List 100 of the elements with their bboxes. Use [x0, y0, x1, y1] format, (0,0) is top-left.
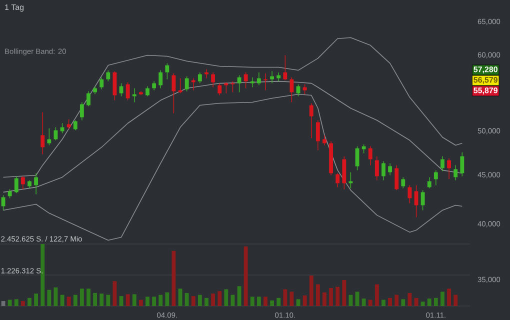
bar: [388, 298, 392, 306]
bar: [290, 292, 294, 306]
candlestick: [198, 72, 202, 84]
bar: [322, 292, 326, 306]
bar: [224, 289, 228, 306]
bar: [454, 294, 458, 306]
bar: [348, 294, 353, 306]
bar: [420, 302, 425, 306]
candlestick: [191, 78, 196, 91]
bar: [40, 244, 45, 306]
bar: [374, 284, 379, 306]
bar: [165, 292, 170, 306]
bar: [256, 296, 261, 306]
candlestick: [270, 70, 274, 84]
candlestick: [316, 120, 320, 151]
bar: [73, 294, 78, 306]
candlestick: [204, 68, 208, 79]
bar: [1, 301, 6, 306]
candlestick: [218, 82, 222, 96]
bar: [93, 292, 98, 306]
bar: [447, 288, 451, 306]
candlestick: [322, 134, 326, 146]
candlestick: [440, 156, 444, 172]
bar: [244, 246, 248, 306]
line-series: [2, 37, 463, 178]
bar: [382, 300, 386, 306]
bar: [28, 298, 32, 306]
candlestick: [454, 164, 458, 181]
bar: [362, 298, 366, 306]
bar: [198, 294, 202, 306]
bar: [138, 300, 143, 306]
candlestick: [427, 176, 432, 189]
bar: [172, 250, 176, 306]
candlestick: [374, 156, 379, 181]
candlestick: [86, 90, 90, 107]
bar: [237, 286, 242, 306]
candlestick: [80, 102, 84, 121]
candlestick: [73, 120, 78, 131]
candlestick: [184, 76, 189, 92]
bar: [302, 295, 307, 306]
candlestick: [394, 164, 399, 191]
bar: [191, 296, 196, 306]
candlestick: [309, 102, 314, 139]
bar: [132, 294, 136, 306]
candlestick: [401, 176, 406, 189]
candlestick: [20, 176, 25, 190]
bar: [152, 296, 156, 306]
candlestick: [34, 172, 38, 195]
candlestick: [336, 172, 340, 188]
bar: [264, 296, 268, 306]
bar: [309, 276, 314, 306]
bar: [434, 298, 438, 306]
candlestick: [165, 62, 170, 80]
candlestick: [211, 72, 216, 88]
bar: [342, 280, 346, 306]
bar: [427, 298, 432, 306]
candlestick: [342, 156, 346, 190]
bar: [276, 298, 281, 306]
candlestick: [348, 172, 353, 189]
candlestick: [382, 160, 386, 181]
bar: [86, 288, 90, 306]
bar: [126, 294, 130, 306]
candlestick: [420, 190, 425, 211]
candlestick: [100, 76, 104, 90]
bar: [250, 296, 254, 306]
bar: [20, 301, 25, 306]
bar: [211, 294, 216, 306]
bar: [368, 300, 372, 306]
candlestick: [368, 146, 372, 166]
bar: [316, 284, 320, 306]
bar: [106, 294, 110, 306]
bar: [270, 300, 274, 306]
candlestick: [106, 70, 110, 82]
candlestick: [264, 72, 268, 91]
bar: [112, 281, 117, 306]
candlestick: [447, 158, 451, 180]
bar: [178, 288, 182, 306]
candlestick: [14, 176, 18, 194]
bar: [329, 288, 334, 306]
candlestick: [146, 86, 150, 97]
candlestick: [460, 152, 464, 177]
candlestick: [290, 76, 294, 103]
candlestick: [388, 162, 392, 176]
candlestick: [66, 118, 71, 130]
bar: [66, 296, 71, 306]
bar: [80, 288, 84, 306]
bar: [440, 292, 444, 306]
candlestick: [408, 184, 412, 204]
bar: [204, 298, 208, 306]
candlestick: [47, 128, 52, 146]
bar: [394, 294, 399, 306]
candlestick: [132, 88, 136, 103]
candlestick: [230, 80, 235, 93]
candlestick: [276, 72, 281, 82]
bar: [119, 296, 124, 306]
bar: [158, 294, 163, 306]
candlestick: [126, 82, 130, 101]
bar: [8, 300, 12, 306]
bar: [34, 294, 38, 306]
candlestick: [434, 170, 438, 186]
